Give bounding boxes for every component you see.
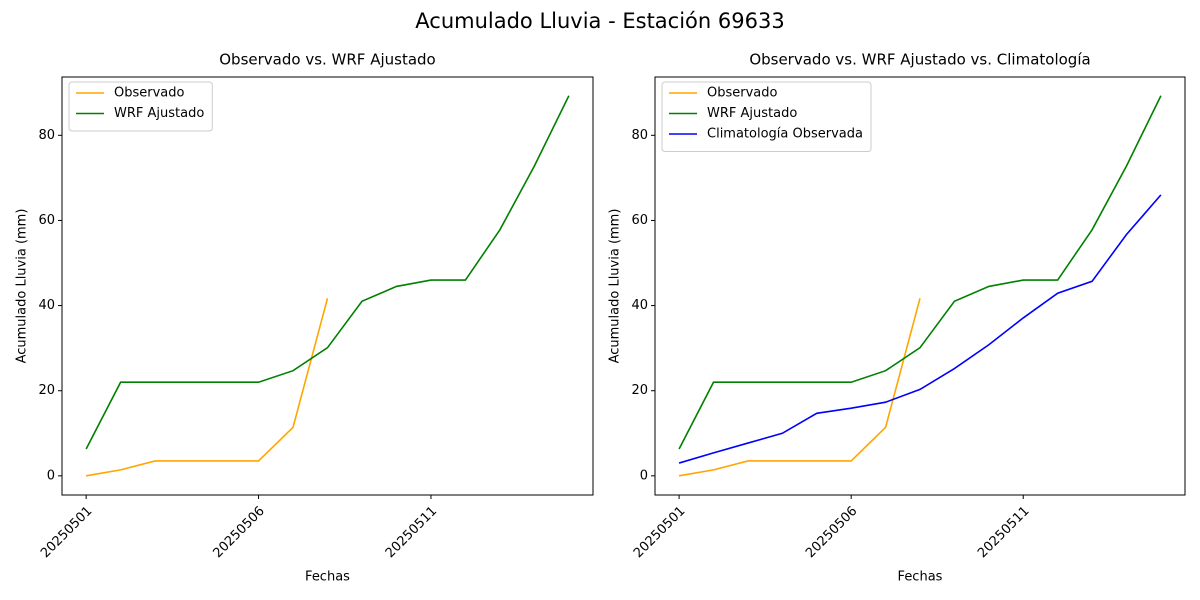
subplot-title: Observado vs. WRF Ajustado vs. Climatolo… [749,51,1090,69]
y-tick-label: 20 [38,383,55,398]
legend: Observado WRF Ajustado Climatología Observ… [661,81,872,152]
x-tick-label: 20250501 [38,504,95,561]
series-line [678,298,921,477]
y-tick-label: 80 [631,128,648,143]
y-axis-label: Acumulado Lluvia (mm) [608,209,623,364]
series-line [86,298,329,477]
legend-box [661,81,872,152]
x-axis-label: Fechas [898,570,943,585]
axes-frame [61,76,594,496]
legend-label: Observado [707,86,778,101]
y-tick-label: 0 [47,468,55,483]
subplot-title: Observado vs. WRF Ajustado [219,51,435,69]
legend-box [68,81,213,132]
x-tick-label: 20250511 [383,504,440,561]
x-tick-label: 20250511 [975,504,1032,561]
y-tick-label: 0 [640,468,648,483]
series-line [85,95,570,450]
y-tick-label: 80 [38,128,55,143]
legend: Observado WRF Ajustado [68,81,213,132]
legend-label: Observado [114,86,185,101]
series-line [678,194,1162,464]
legend-label: WRF Ajustado [114,106,204,121]
legend-label: Climatología Observada [707,127,863,142]
y-tick-label: 40 [631,298,648,313]
legend-label: WRF Ajustado [707,106,797,121]
figure-title: Acumulado Lluvia - Estación 69633 [415,9,784,33]
axes-frame [654,76,1186,496]
x-tick-label: 20250506 [210,504,267,561]
x-tick-label: 20250506 [803,504,860,561]
series-line [678,95,1162,450]
x-tick-label: 20250501 [631,504,688,561]
y-tick-label: 40 [38,298,55,313]
y-axis-label: Acumulado Lluvia (mm) [15,209,30,364]
y-tick-label: 60 [38,213,55,228]
y-tick-label: 20 [631,383,648,398]
x-axis-label: Fechas [305,570,350,585]
y-tick-label: 60 [631,213,648,228]
